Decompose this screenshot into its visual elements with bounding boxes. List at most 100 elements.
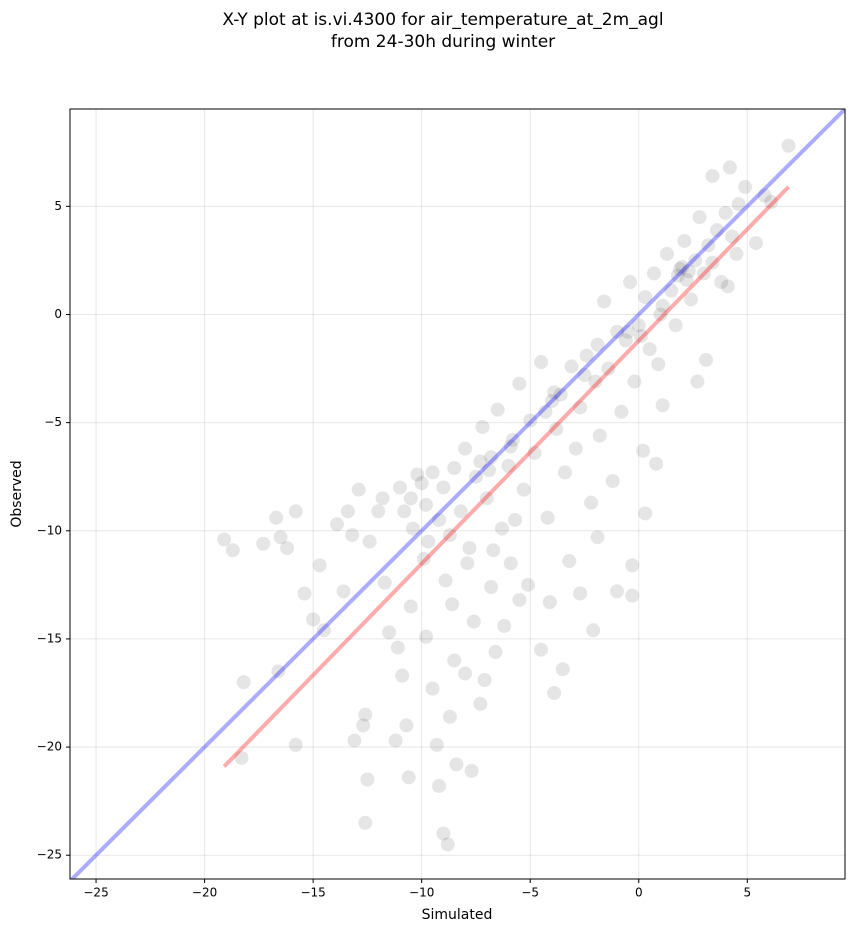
scatter-point <box>592 428 607 443</box>
scatter-point <box>395 668 410 683</box>
scatter-point <box>360 772 375 787</box>
scatter-point <box>614 404 629 419</box>
chart-subtitle: from 24-30h during winter <box>331 32 555 52</box>
scatter-point <box>646 266 661 281</box>
y-tick-label: −25 <box>37 848 62 862</box>
scatter-point <box>542 595 557 610</box>
scatter-point <box>429 737 444 752</box>
plot-frame <box>69 108 846 880</box>
y-tick-label: −5 <box>44 415 62 429</box>
scatter-point <box>399 718 414 733</box>
scatter-point <box>388 733 403 748</box>
x-axis-label: Simulated <box>422 907 493 923</box>
scatter-point <box>453 504 468 519</box>
scatter-point <box>781 138 796 153</box>
scatter-point <box>269 510 284 525</box>
scatter-point <box>447 653 462 668</box>
scatter-point <box>464 763 479 778</box>
scatter-point <box>358 707 373 722</box>
scatter-point <box>512 376 527 391</box>
scatter-point <box>462 541 477 556</box>
scatter-point <box>610 584 625 599</box>
scatter-point <box>705 169 720 184</box>
scatter-point <box>419 497 434 512</box>
scatter-point <box>449 757 464 772</box>
scatter-point <box>425 681 440 696</box>
scatter-point <box>512 592 527 607</box>
scatter-point <box>523 413 538 428</box>
scatter-point <box>557 465 572 480</box>
scatter-point <box>436 826 451 841</box>
scatter-point <box>638 506 653 521</box>
scatter-point <box>419 629 434 644</box>
scatter-point <box>481 463 496 478</box>
scatter-point <box>659 246 674 261</box>
scatter-point <box>382 625 397 640</box>
scatter-point <box>692 210 707 225</box>
scatter-point <box>288 737 303 752</box>
scatter-point <box>555 662 570 677</box>
scatter-point <box>330 517 345 532</box>
scatter-point <box>217 532 232 547</box>
scatter-point <box>731 197 746 212</box>
scatter-point <box>584 495 599 510</box>
scatter-point <box>534 355 549 370</box>
scatter-point <box>484 580 499 595</box>
x-tick-label: 0 <box>635 886 643 900</box>
scatter-point <box>410 467 425 482</box>
x-tick-label: −5 <box>521 886 539 900</box>
scatter-point <box>273 530 288 545</box>
scatter-point <box>538 404 553 419</box>
chart-title: X-Y plot at is.vi.4300 for air_temperatu… <box>222 10 663 30</box>
scatter-point <box>748 236 763 251</box>
scatter-point <box>547 385 562 400</box>
scatter-point <box>764 195 779 210</box>
scatter-point <box>508 512 523 527</box>
scatter-point <box>501 458 516 473</box>
scatter-point <box>336 584 351 599</box>
scatter-point <box>633 329 648 344</box>
scatter-point <box>714 275 729 290</box>
scatter-point <box>390 640 405 655</box>
scatter-point <box>690 374 705 389</box>
scatter-point <box>527 445 542 460</box>
scatter-point <box>625 588 640 603</box>
scatter-point <box>473 454 488 469</box>
scatter-point <box>553 387 568 402</box>
scatter-point <box>340 504 355 519</box>
scatter-point <box>649 456 664 471</box>
scatter-point <box>447 461 462 476</box>
scatter-point <box>642 342 657 357</box>
y-tick-label: −10 <box>37 523 62 537</box>
scatter-point <box>351 482 366 497</box>
scatter-point <box>306 612 321 627</box>
scatter-point <box>477 673 492 688</box>
scatter-point <box>586 623 601 638</box>
y-tick-label: 0 <box>54 307 62 321</box>
scatter-point <box>458 441 473 456</box>
scatter-point <box>544 393 559 408</box>
scatter-point <box>486 543 501 558</box>
x-tick-label: 5 <box>743 886 751 900</box>
scatter-point <box>673 262 688 277</box>
scatter-point <box>495 521 510 536</box>
scatter-point <box>668 318 683 333</box>
scatter-point <box>670 268 685 283</box>
x-tick-label: −25 <box>83 886 108 900</box>
scatter-point <box>549 422 564 437</box>
scatter-point <box>757 188 772 203</box>
scatter-point <box>577 368 592 383</box>
scatter-point <box>475 419 490 434</box>
scatter-point <box>722 160 737 175</box>
scatter-point <box>627 374 642 389</box>
scatter-point <box>288 504 303 519</box>
scatter-point <box>497 618 512 633</box>
scatter-point <box>375 491 390 506</box>
scatter-point <box>605 474 620 489</box>
y-tick-label: −15 <box>37 631 62 645</box>
scatter-point <box>271 664 286 679</box>
scatter-point <box>562 554 577 569</box>
scatter-point <box>347 733 362 748</box>
scatter-point <box>588 374 603 389</box>
scatter-point <box>610 324 625 339</box>
